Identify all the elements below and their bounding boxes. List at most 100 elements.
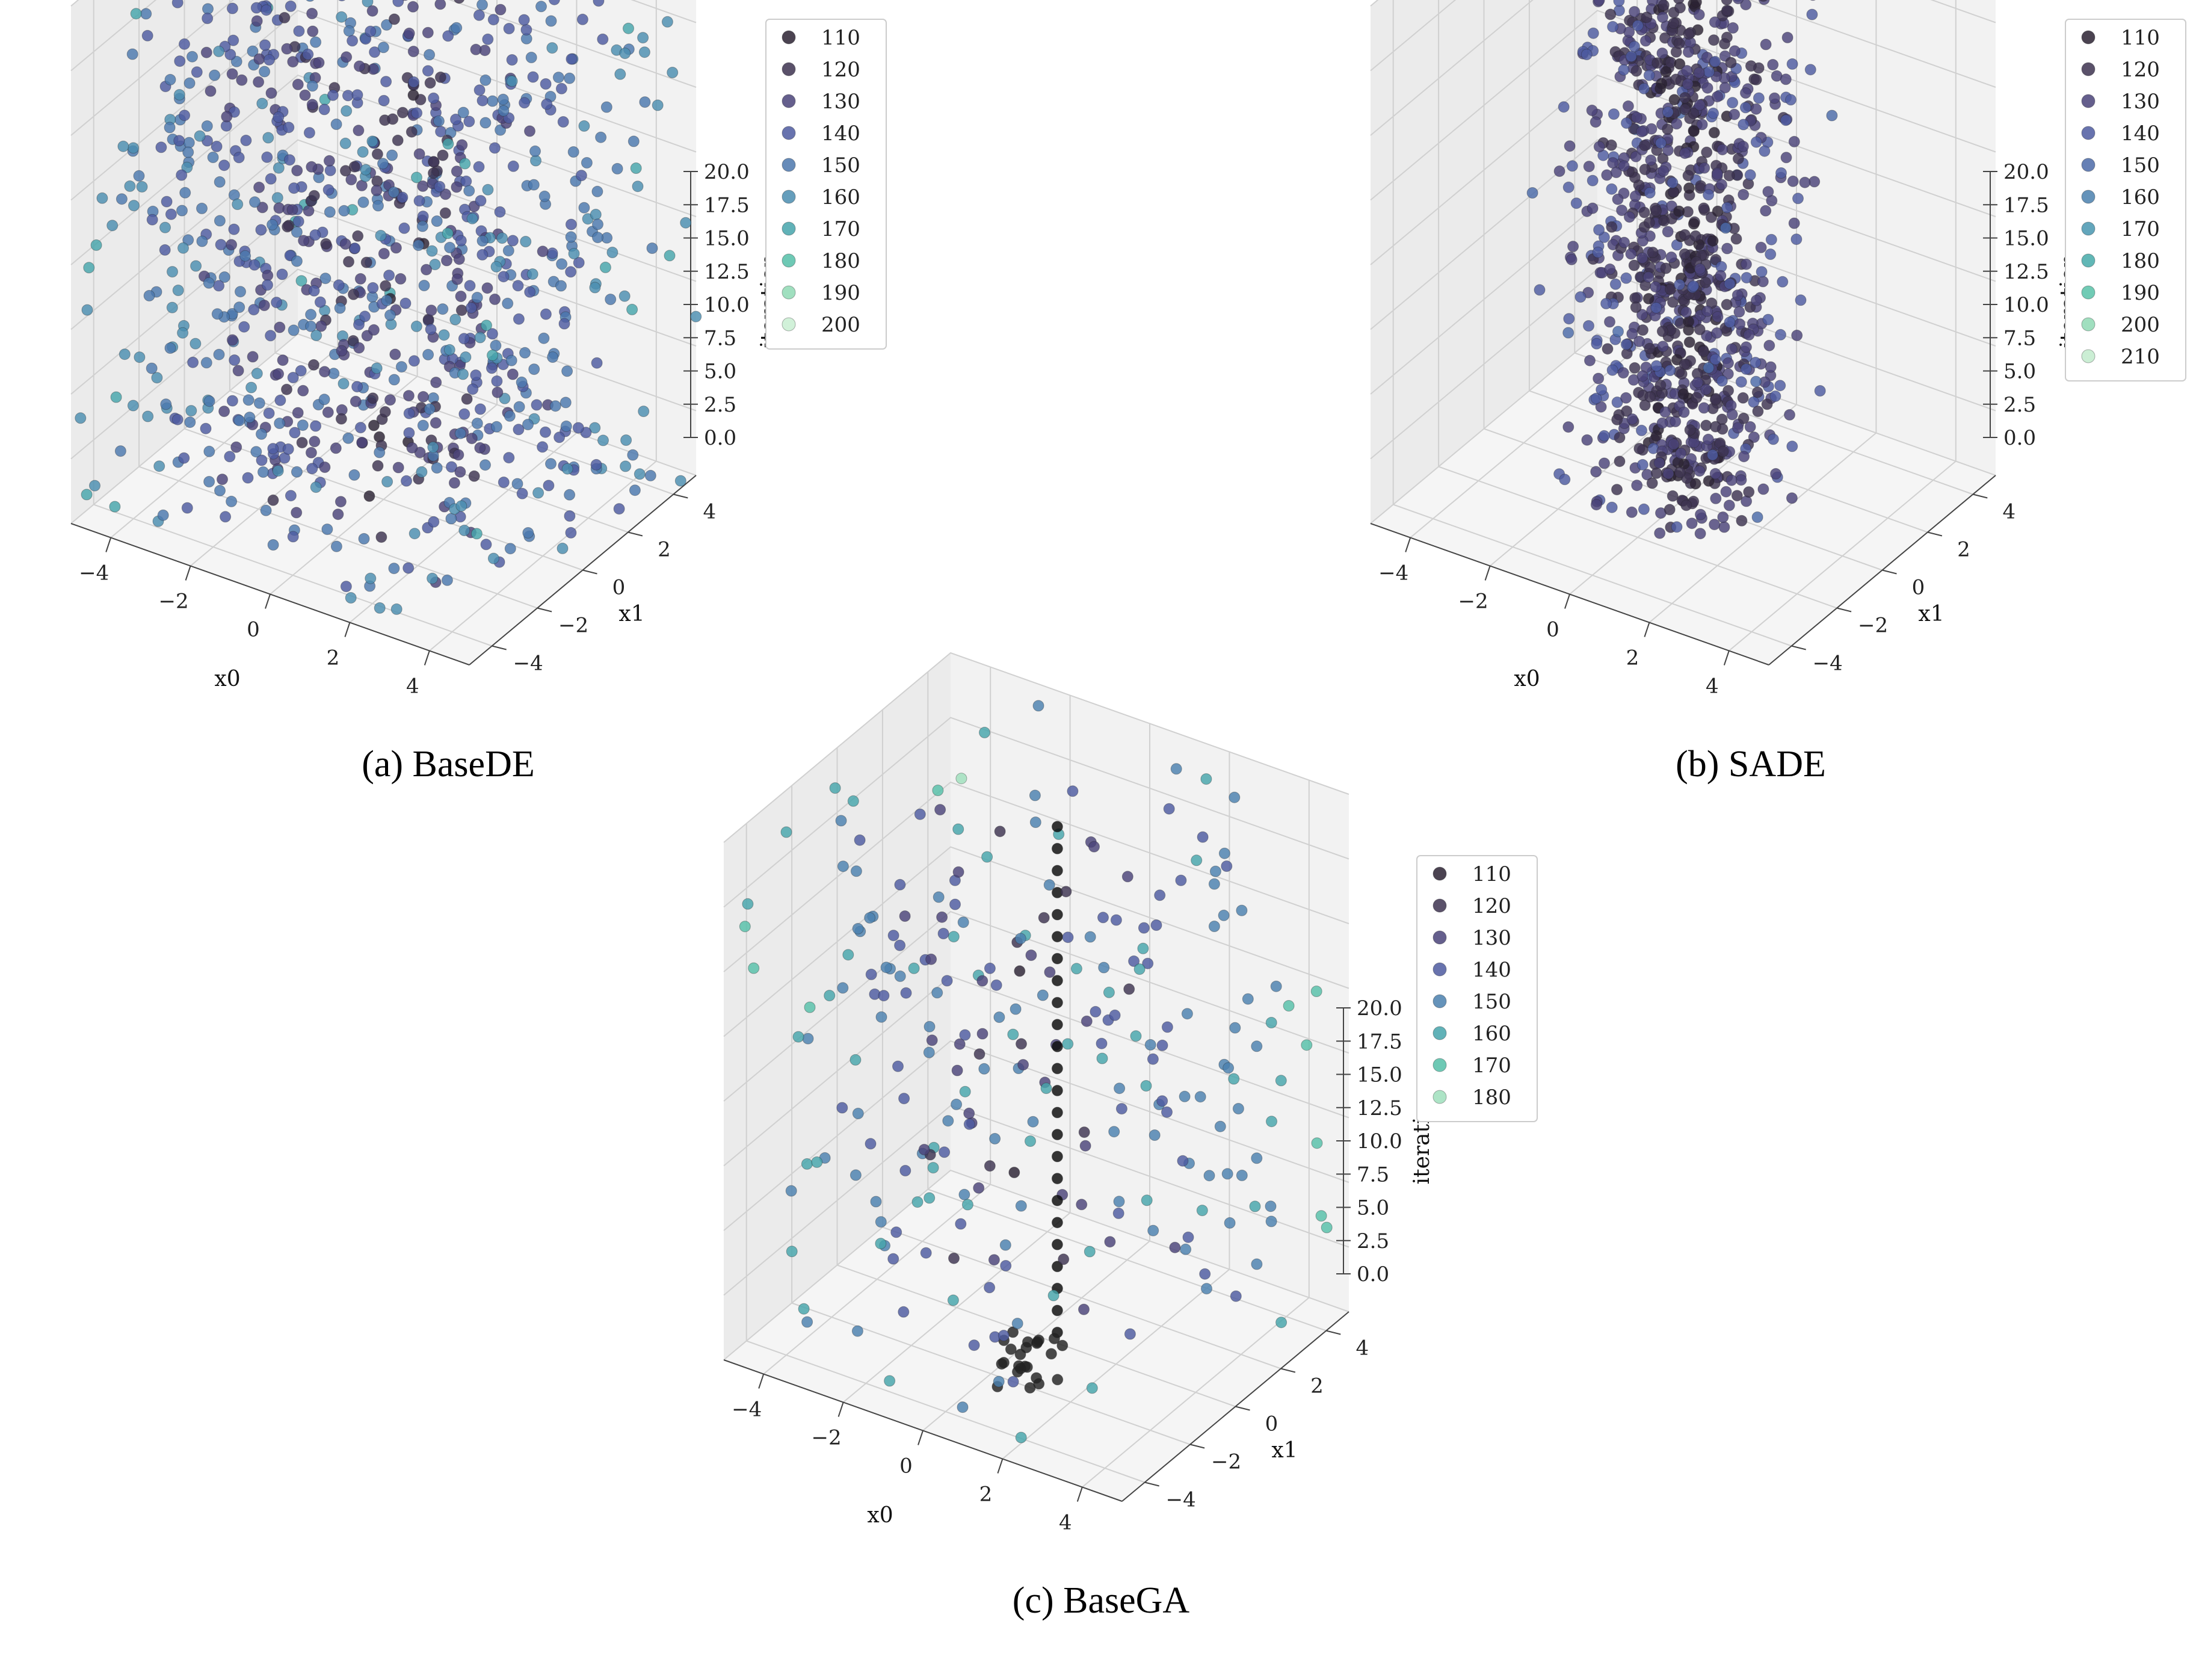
data-point (297, 384, 309, 397)
data-point (908, 962, 920, 974)
z-tick-label: 15.0 (1357, 1063, 1402, 1087)
data-point (1199, 1268, 1211, 1280)
data-point (309, 229, 321, 241)
data-point (1626, 328, 1638, 340)
data-point (507, 235, 519, 247)
data-point (1128, 955, 1140, 967)
data-point (661, 16, 673, 28)
data-point (411, 107, 423, 119)
x0-tick-label: 0 (247, 618, 260, 642)
data-point (1722, 368, 1734, 380)
data-point (321, 523, 333, 536)
data-point (1051, 1150, 1063, 1163)
z-tick-label: 2.5 (2003, 393, 2036, 417)
legend-label: 190 (821, 281, 860, 305)
data-point (461, 393, 473, 405)
panel-caption: (a) BaseDE (362, 744, 534, 785)
data-point (489, 142, 501, 154)
data-point (1628, 259, 1640, 271)
x0-tick-label: 2 (1626, 646, 1639, 670)
z-tick-label: 7.5 (1357, 1163, 1389, 1187)
data-point (457, 107, 469, 119)
data-point (491, 375, 503, 387)
data-point (181, 161, 193, 173)
data-point (1037, 989, 1049, 1001)
data-point (1716, 375, 1728, 387)
data-point (233, 415, 245, 427)
data-point (285, 0, 297, 12)
data-point (487, 14, 499, 26)
grid-line (70, 74, 697, 265)
data-point (504, 543, 516, 555)
data-point (403, 427, 415, 439)
data-point (556, 258, 568, 270)
data-point (590, 459, 602, 471)
data-point (1710, 421, 1721, 433)
data-point (1671, 118, 1683, 130)
data-point (1662, 226, 1674, 238)
data-point (1115, 1103, 1127, 1115)
data-point (1701, 330, 1713, 342)
data-point (1738, 451, 1750, 463)
data-point (1788, 135, 1800, 147)
data-point (1208, 921, 1220, 932)
data-point (1786, 58, 1798, 70)
data-point (172, 285, 184, 296)
data-point (165, 208, 177, 220)
data-point (433, 115, 445, 127)
legend-marker (2081, 30, 2096, 45)
data-point (955, 773, 967, 785)
data-point (1748, 431, 1760, 443)
data-point (1620, 272, 1632, 284)
data-point (1698, 162, 1710, 174)
data-point (1683, 28, 1695, 40)
data-point (1780, 73, 1792, 85)
data-point (445, 513, 457, 525)
data-point (342, 432, 354, 444)
data-point (522, 419, 534, 430)
data-point (998, 1357, 1010, 1368)
data-point (1662, 106, 1674, 118)
data-point (1686, 517, 1698, 530)
data-point (1662, 123, 1674, 135)
data-point (306, 0, 315, 2)
data-point (1096, 1037, 1108, 1049)
data-point (476, 235, 489, 247)
data-point (1788, 217, 1800, 229)
legend-label: 170 (2121, 217, 2160, 241)
data-point (487, 552, 499, 564)
data-point (1029, 817, 1041, 828)
data-point (202, 3, 214, 15)
data-point (1112, 1207, 1124, 1219)
data-point (81, 489, 93, 501)
data-point (1678, 406, 1690, 418)
data-point (465, 302, 477, 314)
data-point (1638, 82, 1650, 94)
data-point (166, 301, 178, 313)
data-point (1630, 111, 1642, 123)
data-point (973, 1048, 985, 1060)
data-point (190, 338, 202, 350)
data-point (1620, 338, 1632, 350)
data-point (181, 502, 193, 514)
data-point (1249, 1200, 1261, 1212)
data-point (1076, 1199, 1088, 1211)
data-point (1711, 168, 1723, 181)
data-point (1590, 392, 1602, 404)
data-point (1583, 161, 1595, 173)
data-point (1051, 1084, 1063, 1096)
data-point (1321, 1221, 1333, 1234)
data-point (1604, 316, 1615, 328)
data-point (620, 460, 632, 472)
data-point (942, 1115, 954, 1127)
data-point (1156, 1039, 1168, 1051)
x1-axis-label: x1 (1271, 1438, 1297, 1463)
x0-axis-label: x0 (1514, 667, 1540, 691)
data-point (1565, 253, 1577, 265)
data-point (293, 25, 305, 37)
data-point (466, 433, 478, 445)
data-point (261, 151, 273, 163)
data-point (576, 13, 588, 25)
data-point (988, 1254, 1000, 1266)
data-point (1667, 296, 1679, 308)
